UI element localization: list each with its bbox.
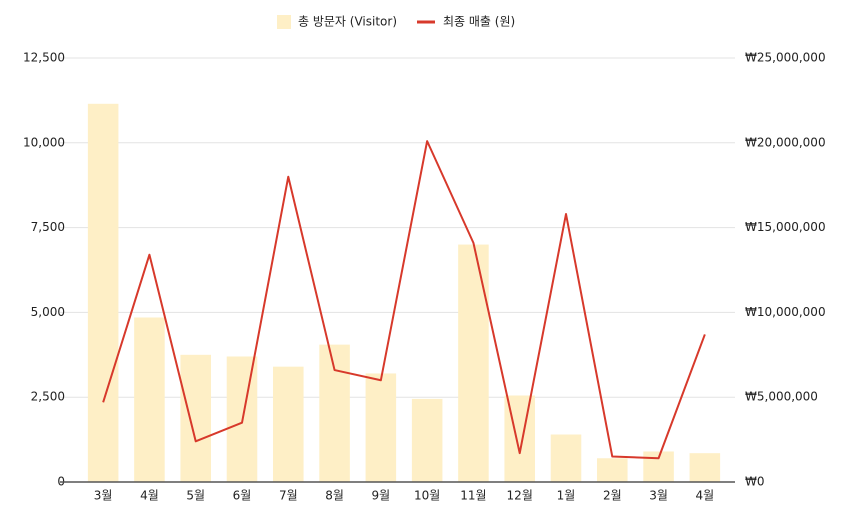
y2-tick-label: ₩20,000,000 xyxy=(745,135,826,149)
y2-tick-label: ₩25,000,000 xyxy=(745,51,826,65)
legend-label: 최종 매출 (원) xyxy=(443,15,515,29)
y2-tick-label: ₩5,000,000 xyxy=(745,390,818,404)
bar xyxy=(273,366,304,482)
bar xyxy=(411,398,443,482)
bar xyxy=(689,453,721,482)
y2-tick-label: ₩10,000,000 xyxy=(745,305,826,319)
x-tick-label: 4월 xyxy=(140,489,159,503)
x-tick-label: 3월 xyxy=(649,489,668,503)
x-tick-label: 1월 xyxy=(557,489,576,503)
bar xyxy=(550,434,582,482)
bar xyxy=(134,317,165,482)
y-tick-label: 12,500 xyxy=(23,51,65,65)
y-tick-label: 10,000 xyxy=(23,135,65,149)
x-tick-label: 2월 xyxy=(603,489,622,503)
bar xyxy=(180,354,211,482)
x-tick-label: 4월 xyxy=(696,489,715,503)
bar xyxy=(319,344,350,482)
y-tick-label: 2,500 xyxy=(31,390,65,404)
bar xyxy=(597,458,628,482)
legend-label: 총 방문자 (Visitor) xyxy=(298,15,397,29)
y2-tick-label: ₩15,000,000 xyxy=(745,220,826,234)
x-tick-label: 10월 xyxy=(414,489,440,503)
y-tick-label: 7,500 xyxy=(31,220,65,234)
bar xyxy=(458,244,489,482)
x-tick-label: 6월 xyxy=(233,489,252,503)
x-tick-label: 7월 xyxy=(279,489,298,503)
legend-swatch xyxy=(277,15,291,29)
line xyxy=(102,140,706,460)
y2-tick-label: ₩0 xyxy=(745,475,765,489)
x-tick-label: 9월 xyxy=(372,489,391,503)
y-tick-label: 5,000 xyxy=(31,305,65,319)
x-tick-label: 12월 xyxy=(507,489,533,503)
x-tick-label: 8월 xyxy=(325,489,344,503)
bar xyxy=(365,373,397,482)
x-tick-label: 3월 xyxy=(94,489,113,503)
x-tick-label: 11월 xyxy=(460,489,486,503)
x-tick-label: 5월 xyxy=(186,489,205,503)
bar xyxy=(87,103,119,483)
